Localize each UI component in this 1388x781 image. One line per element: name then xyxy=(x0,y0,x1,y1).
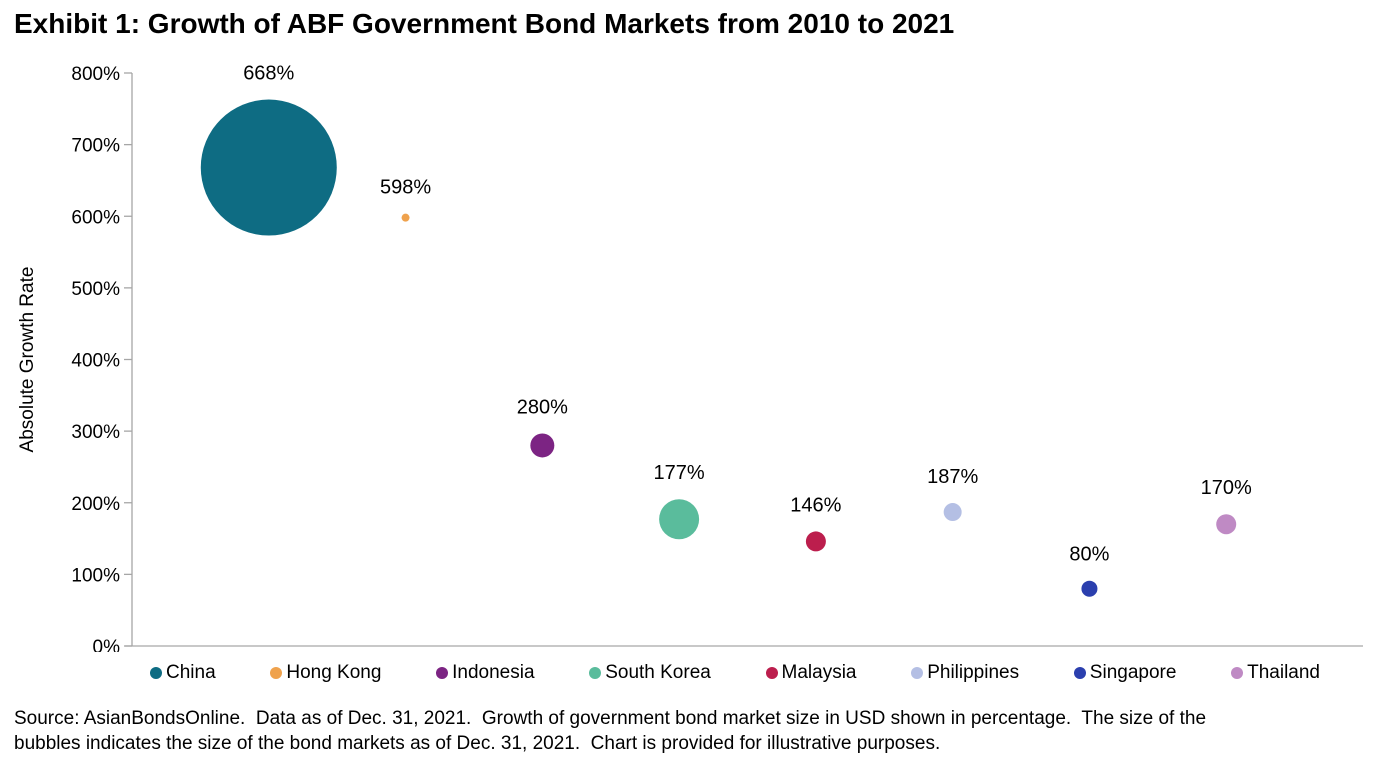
y-tick-label: 400% xyxy=(71,351,120,372)
chart-title: Exhibit 1: Growth of ABF Government Bond… xyxy=(14,8,955,39)
bubble-label-malaysia: 146% xyxy=(790,494,841,516)
legend-item-china: China xyxy=(150,662,216,684)
bubble-south-korea xyxy=(659,499,700,540)
legend-dot-hong-kong xyxy=(270,667,283,679)
legend-label-indonesia: Indonesia xyxy=(452,662,535,683)
bubble-singapore xyxy=(1081,580,1098,597)
bubble-label-indonesia: 280% xyxy=(517,396,568,418)
bubble-hong-kong xyxy=(401,213,410,222)
legend-dot-singapore xyxy=(1073,667,1086,679)
y-tick-label: 600% xyxy=(71,207,120,228)
y-tick-label: 0% xyxy=(93,637,121,652)
legend-label-china: China xyxy=(166,662,216,683)
bubble-label-thailand: 170% xyxy=(1201,477,1252,499)
y-tick-label: 700% xyxy=(71,136,120,157)
source-note: Source: AsianBondsOnline. Data as of Dec… xyxy=(14,708,1207,755)
bubble-label-south-korea: 177% xyxy=(654,462,705,484)
legend-label-hong-kong: Hong Kong xyxy=(286,662,382,683)
bubble-china xyxy=(200,99,337,236)
legend-dot-thailand xyxy=(1231,667,1244,679)
legend-item-hong-kong: Hong Kong xyxy=(270,662,381,684)
y-tick-label: 800% xyxy=(71,64,120,85)
y-axis-title: Absolute Growth Rate xyxy=(17,267,38,453)
legend-item-philippines: Philippines xyxy=(911,662,1019,684)
bubble-label-philippines: 187% xyxy=(927,466,978,488)
legend-item-singapore: Singapore xyxy=(1073,662,1177,684)
bubble-label-hong-kong: 598% xyxy=(380,177,431,199)
bubble-thailand xyxy=(1216,514,1237,535)
legend-label-singapore: Singapore xyxy=(1089,662,1177,683)
legend-dot-malaysia xyxy=(765,667,778,679)
legend-item-malaysia: Malaysia xyxy=(765,662,857,684)
y-tick-label: 300% xyxy=(71,422,120,443)
legend-item-south-korea: South Korea xyxy=(589,662,711,684)
chart-legend: China Hong Kong Indonesia South Korea Malays… xyxy=(150,656,1320,690)
bubble-malaysia xyxy=(805,531,826,552)
bubble-philippines xyxy=(943,503,962,522)
legend-label-malaysia: Malaysia xyxy=(781,662,857,683)
legend-label-philippines: Philippines xyxy=(927,662,1020,683)
legend-label-south-korea: South Korea xyxy=(605,662,711,683)
legend-item-indonesia: Indonesia xyxy=(436,662,535,684)
legend-item-thailand: Thailand xyxy=(1231,662,1320,684)
legend-dot-philippines xyxy=(911,667,924,679)
y-tick-label: 200% xyxy=(71,494,120,515)
y-tick-label: 500% xyxy=(71,279,120,300)
bubble-label-china: 668% xyxy=(243,63,294,85)
legend-dot-south-korea xyxy=(589,667,602,679)
legend-dot-indonesia xyxy=(436,667,449,679)
bubble-chart: 0% 100% 200% 300% 400% 500% 600% 700% 800% Absolu… xyxy=(17,63,1363,652)
legend-label-thailand: Thailand xyxy=(1247,662,1320,683)
bubble-label-singapore: 80% xyxy=(1069,544,1109,566)
legend-dot-china xyxy=(150,667,162,679)
bubble-indonesia xyxy=(530,433,555,458)
y-tick-label: 100% xyxy=(71,565,120,586)
